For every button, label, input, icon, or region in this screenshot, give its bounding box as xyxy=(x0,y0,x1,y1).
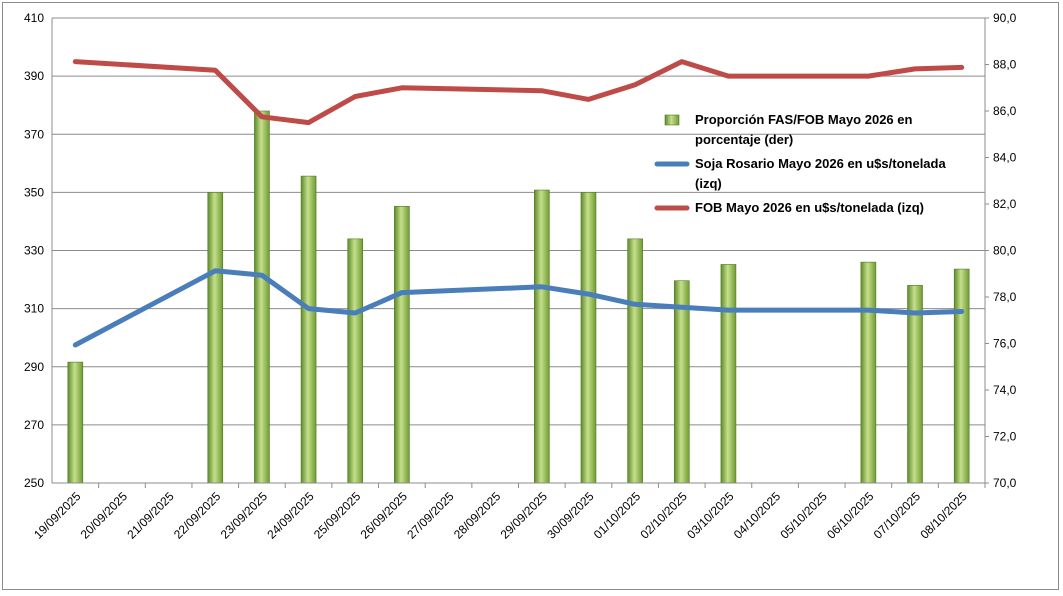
left-tick-label: 270 xyxy=(24,418,44,432)
legend-label: porcentaje (der) xyxy=(695,132,793,147)
bar xyxy=(254,110,270,484)
left-tick-label: 410 xyxy=(24,11,44,25)
bar xyxy=(347,238,364,484)
x-tick-label: 02/10/2025 xyxy=(638,489,691,542)
left-tick-label: 370 xyxy=(24,127,44,141)
right-tick-label: 88,0 xyxy=(993,58,1017,72)
legend-label: (izq) xyxy=(695,176,722,191)
right-tick-label: 70,0 xyxy=(993,476,1017,490)
fob-line xyxy=(72,59,965,126)
bar xyxy=(627,238,643,484)
legend-label: Proporción FAS/FOB Mayo 2026 en xyxy=(695,112,912,127)
right-tick-label: 86,0 xyxy=(993,104,1017,118)
legend-swatch-bar xyxy=(664,114,680,126)
bar xyxy=(534,189,550,484)
x-tick-label: 29/09/2025 xyxy=(498,489,551,542)
x-tick-label: 25/09/2025 xyxy=(311,489,364,542)
x-tick-label: 05/10/2025 xyxy=(777,489,830,542)
left-tick-label: 350 xyxy=(24,185,44,199)
right-tick-label: 74,0 xyxy=(993,383,1017,397)
x-tick-label: 24/09/2025 xyxy=(264,489,317,542)
right-tick-label: 84,0 xyxy=(993,151,1017,165)
right-tick-label: 90,0 xyxy=(993,11,1017,25)
right-tick-label: 78,0 xyxy=(993,290,1017,304)
x-tick-label: 08/10/2025 xyxy=(917,489,970,542)
right-tick-label: 80,0 xyxy=(993,244,1017,258)
x-tick-label: 04/10/2025 xyxy=(731,489,784,542)
bar xyxy=(673,280,690,484)
x-tick-label: 06/10/2025 xyxy=(824,489,877,542)
right-tick-label: 82,0 xyxy=(993,197,1017,211)
legend-label: FOB Mayo 2026 en u$s/tonelada (izq) xyxy=(695,200,924,215)
x-tick-label: 19/09/2025 xyxy=(31,489,84,542)
bar xyxy=(953,268,970,484)
legend-label: Soja Rosario Mayo 2026 en u$s/tonelada xyxy=(695,156,946,171)
left-tick-label: 250 xyxy=(24,476,44,490)
x-tick-label: 20/09/2025 xyxy=(78,489,131,542)
right-tick-label: 72,0 xyxy=(993,430,1017,444)
soja-rosario-line xyxy=(72,268,965,348)
right-tick-label: 76,0 xyxy=(993,337,1017,351)
x-tick-label: 26/09/2025 xyxy=(358,489,411,542)
x-tick-label: 23/09/2025 xyxy=(218,489,271,542)
legend: Proporción FAS/FOB Mayo 2026 en porcentaj… xyxy=(654,112,946,215)
x-tick-label: 28/09/2025 xyxy=(451,489,504,542)
bar xyxy=(394,206,410,484)
bar xyxy=(580,192,597,484)
bar xyxy=(860,261,877,484)
left-tick-label: 390 xyxy=(24,69,44,83)
bar-series xyxy=(67,110,970,484)
left-tick-label: 330 xyxy=(24,244,44,258)
x-tick-label: 01/10/2025 xyxy=(591,489,644,542)
x-tick-label: 03/10/2025 xyxy=(684,489,737,542)
x-tick-label: 30/09/2025 xyxy=(544,489,597,542)
left-tick-label: 310 xyxy=(24,302,44,316)
bar xyxy=(67,361,84,484)
x-tick-label: 27/09/2025 xyxy=(404,489,457,542)
left-tick-label: 290 xyxy=(24,360,44,374)
x-tick-label: 07/10/2025 xyxy=(871,489,924,542)
bar xyxy=(720,264,737,484)
x-tick-label: 21/09/2025 xyxy=(124,489,177,542)
bar xyxy=(207,192,224,484)
x-tick-label: 22/09/2025 xyxy=(171,489,224,542)
line-series xyxy=(72,59,965,348)
bar xyxy=(300,175,317,484)
